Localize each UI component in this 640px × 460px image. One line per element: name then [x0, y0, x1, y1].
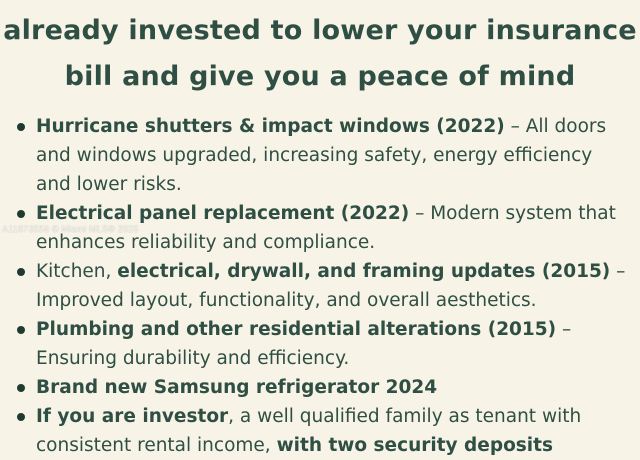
- watermark: A11873556 © Miami MLS® 2025: [2, 224, 139, 234]
- list-item-bold: electrical, drywall, and framing updates…: [117, 261, 611, 282]
- list-item: Electrical panel replacement (2022) – Mo…: [16, 199, 632, 257]
- bullet-icon: [17, 210, 25, 218]
- list-item-bold: If you are investor: [36, 406, 229, 427]
- list-item: Brand new Samsung refrigerator 2024: [16, 373, 632, 402]
- bullet-icon: [17, 326, 25, 334]
- headline-line-1: already invested to lower your insurance: [3, 15, 637, 46]
- upgrade-list: Hurricane shutters & impact windows (202…: [16, 112, 632, 460]
- bullet-icon: [17, 123, 25, 131]
- headline: already invested to lower your insurance…: [0, 8, 640, 100]
- bullet-icon: [17, 413, 25, 421]
- list-item: Kitchen, electrical, drywall, and framin…: [16, 257, 632, 315]
- bullet-icon: [17, 384, 25, 392]
- list-item: Plumbing and other residential alteratio…: [16, 315, 632, 373]
- list-item-bold: Plumbing and other residential alteratio…: [36, 319, 557, 340]
- list-item-text: – All doors and windows upgraded, increa…: [36, 116, 607, 195]
- list-item: Hurricane shutters & impact windows (202…: [16, 112, 632, 199]
- list-item-bold: Brand new Samsung refrigerator 2024: [36, 377, 438, 398]
- headline-line-2: bill and give you a peace of mind: [64, 61, 576, 92]
- list-item-bold: Hurricane shutters & impact windows (202…: [36, 116, 505, 137]
- list-item-text: – Improved layout, functionality, and ov…: [36, 261, 626, 311]
- list-item-text: – Ensuring durability and efficiency.: [36, 319, 572, 369]
- list-item-prefix: Kitchen,: [36, 261, 118, 282]
- list-item-text: , a well qualified family as tenant with…: [36, 406, 582, 456]
- list-item-text: – Modern system that enhances reliabilit…: [36, 203, 616, 253]
- bullet-icon: [17, 268, 25, 276]
- list-item-bold: Electrical panel replacement (2022): [36, 203, 410, 224]
- list-item: If you are investor, a well qualified fa…: [16, 402, 632, 460]
- list-item-bold-suffix: with two security deposits: [276, 435, 554, 456]
